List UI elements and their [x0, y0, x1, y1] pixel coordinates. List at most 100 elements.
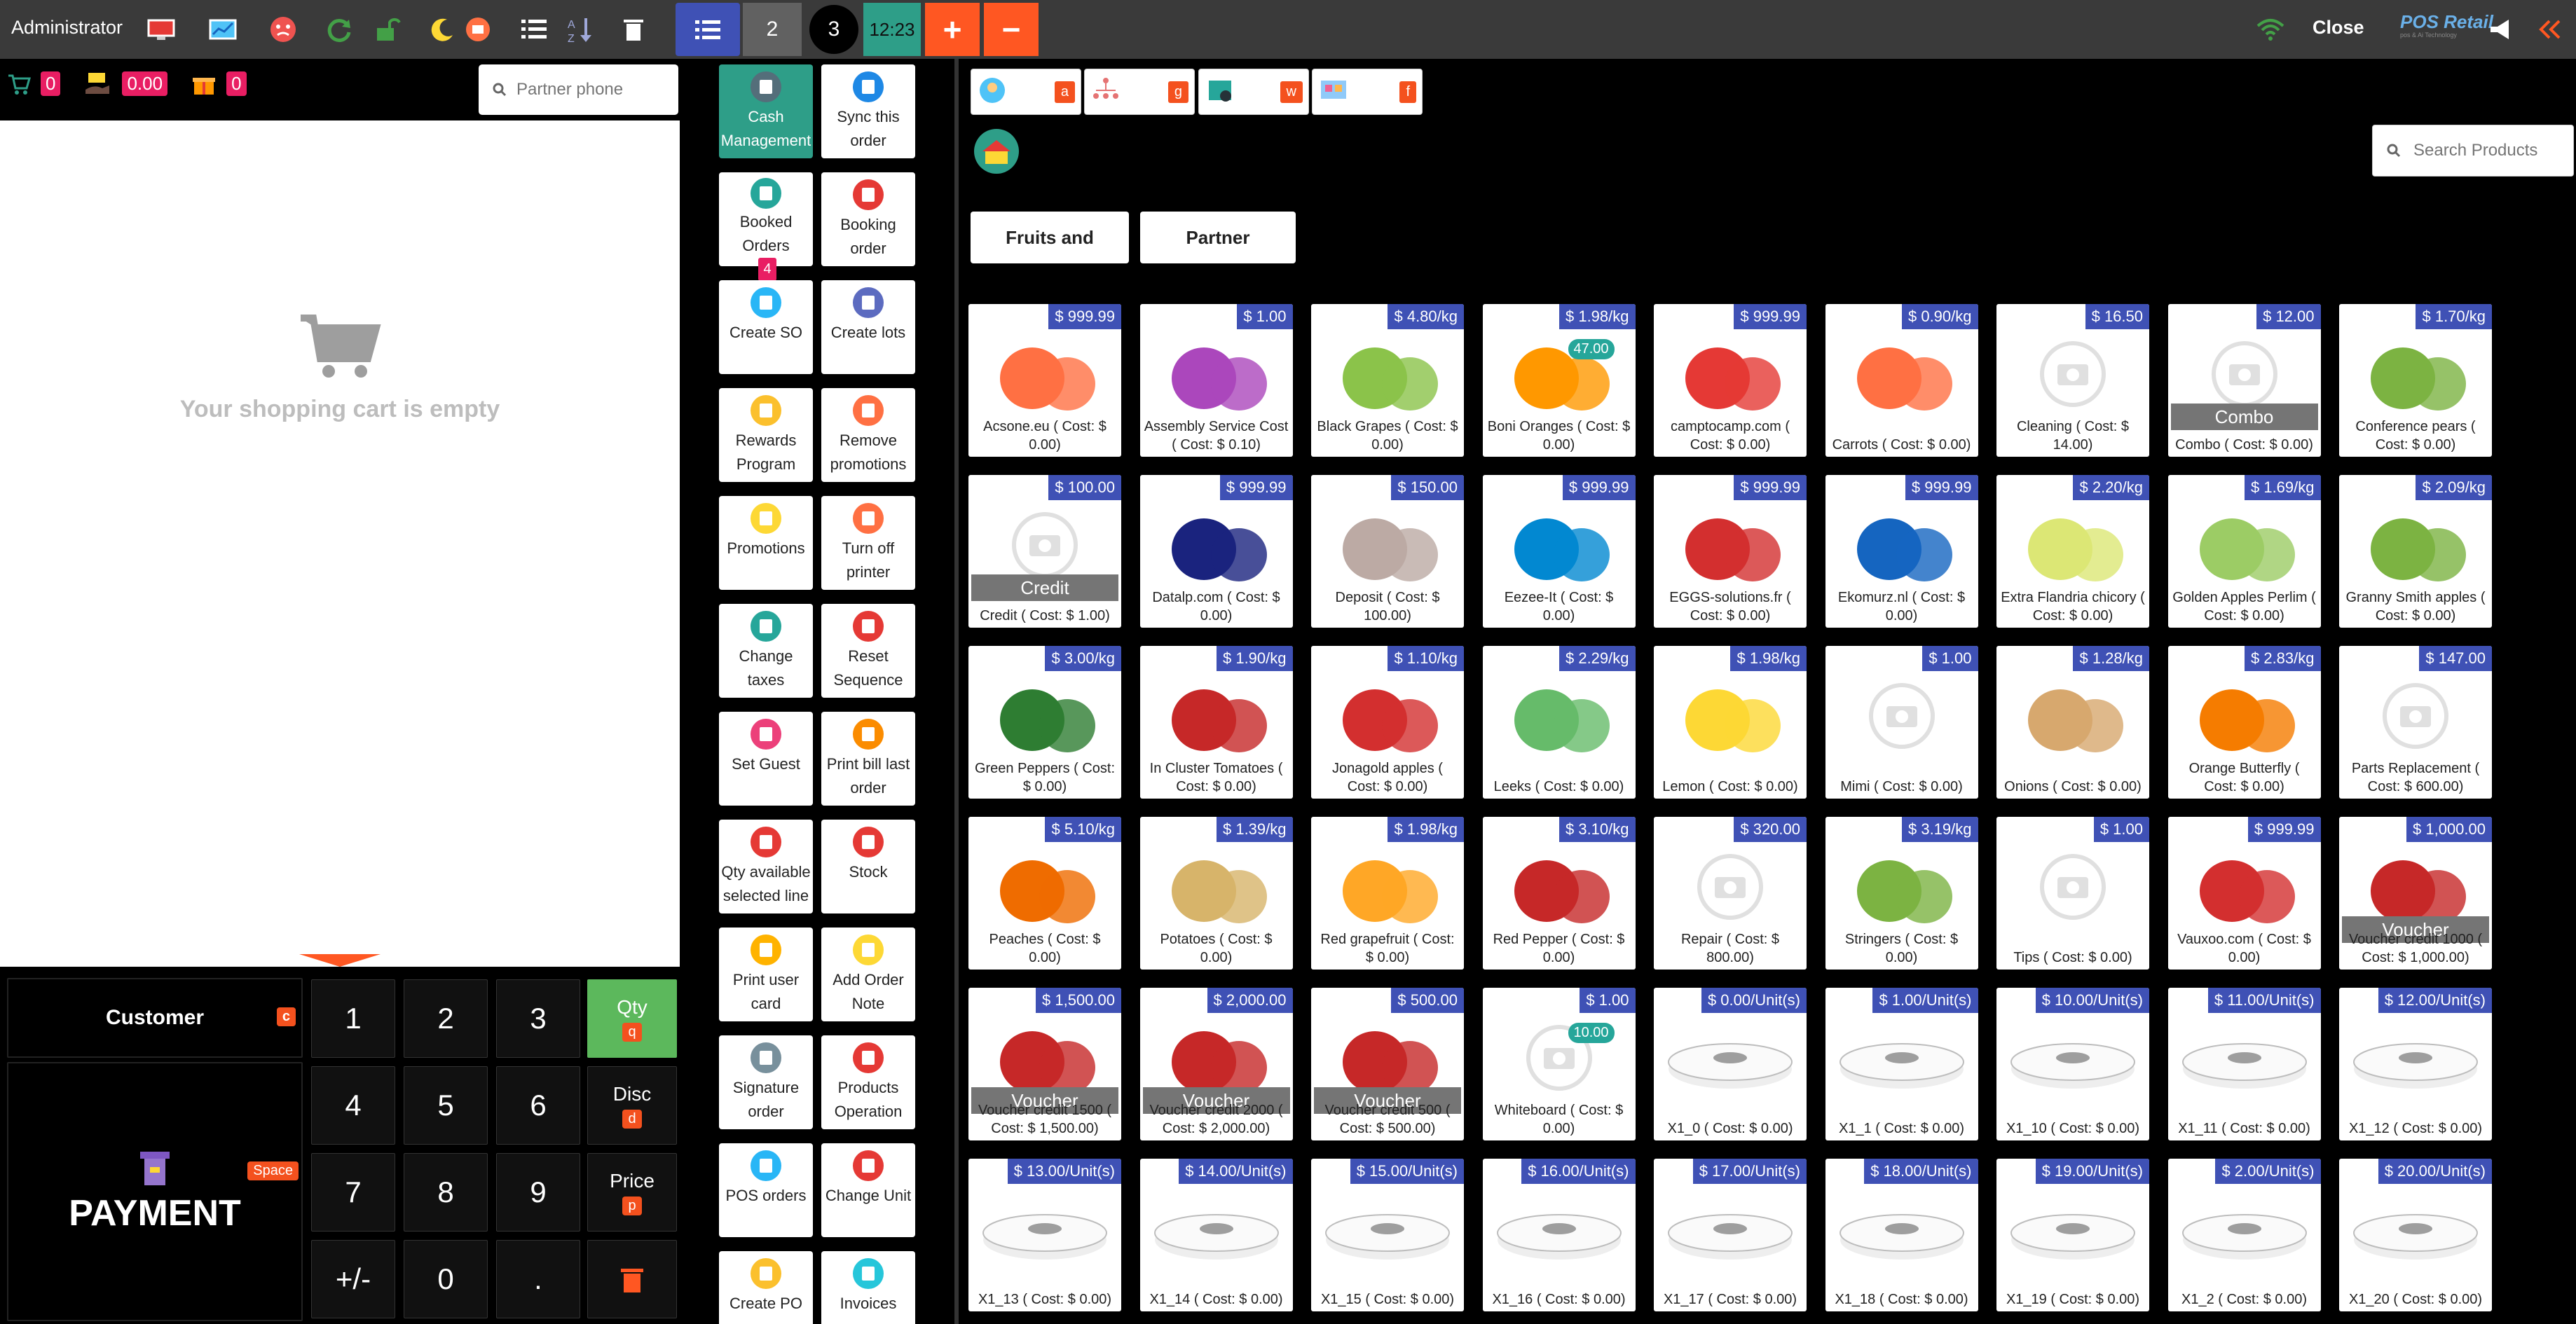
numpad-key-plus-minus[interactable]: +/- [311, 1240, 395, 1318]
add-order-button[interactable]: + [925, 3, 980, 56]
category-partner[interactable]: Partner [1140, 212, 1296, 263]
create-so-button[interactable]: Create SO [719, 280, 813, 374]
product-card[interactable]: $ 16.50 Cleaning ( Cost: $ 14.00) [1996, 304, 2149, 457]
collapse-cart-handle[interactable] [299, 954, 381, 967]
product-card[interactable]: $ 1,000.00 Voucher Voucher credit 1000 ( C… [2339, 817, 2492, 970]
product-card[interactable]: $ 3.00/kg Green Peppers ( Cost: $ 0.00) [968, 646, 1121, 799]
product-card[interactable]: $ 5.10/kg Peaches ( Cost: $ 0.00) [968, 817, 1121, 970]
product-card[interactable]: $ 999.99 Eezee-It ( Cost: $ 0.00) [1482, 475, 1636, 628]
numpad-key-1[interactable]: 1 [311, 979, 395, 1058]
product-card[interactable]: $ 1.00 Mimi ( Cost: $ 0.00) [1825, 646, 1978, 799]
face-icon[interactable] [268, 14, 299, 45]
product-card[interactable]: $ 1.90/kg In Cluster Tomatoes ( Cost: $ 0… [1139, 646, 1293, 799]
product-card[interactable]: $ 1,500.00 Voucher Voucher credit 1500 ( C… [968, 988, 1121, 1140]
product-card[interactable]: $ 999.99 camptocamp.com ( Cost: $ 0.00) [1654, 304, 1807, 457]
sync-this-order-button[interactable]: Sync this order [821, 64, 915, 158]
product-card[interactable]: $ 20.00/Unit(s) X1_20 ( Cost: $ 0.00) [2339, 1159, 2492, 1311]
product-card[interactable]: $ 999.99 Vauxoo.com ( Cost: $ 0.00) [2167, 817, 2321, 970]
disc-mode-button[interactable]: Disc d [587, 1066, 677, 1145]
trash-icon[interactable] [618, 14, 649, 45]
price-mode-button[interactable]: Price p [587, 1153, 677, 1232]
turn-off-printer-button[interactable]: Turn off printer [821, 496, 915, 590]
product-card[interactable]: $ 1.00 Tips ( Cost: $ 0.00) [1996, 817, 2149, 970]
category-tab-w[interactable]: w [1198, 69, 1309, 115]
create-lots-button[interactable]: Create lots [821, 280, 915, 374]
product-card[interactable]: $ 13.00/Unit(s) X1_13 ( Cost: $ 0.00) [968, 1159, 1121, 1311]
printer-icon[interactable] [463, 14, 493, 45]
reset-sequence-button[interactable]: Reset Sequence [821, 604, 915, 698]
numpad-key-7[interactable]: 7 [311, 1153, 395, 1232]
product-card[interactable]: $ 1.39/kg Potatoes ( Cost: $ 0.00) [1139, 817, 1293, 970]
product-card[interactable]: $ 999.99 EGGS-solutions.fr ( Cost: $ 0.00… [1654, 475, 1807, 628]
change-unit-button[interactable]: Change Unit [821, 1143, 915, 1237]
chart-icon[interactable] [207, 14, 238, 45]
numpad-key-dot[interactable]: . [496, 1240, 580, 1318]
product-card[interactable]: $ 1.10/kg Jonagold apples ( Cost: $ 0.00) [1311, 646, 1464, 799]
qty-mode-button[interactable]: Qty q [587, 979, 677, 1058]
product-card[interactable]: $ 1.00 10.00 Whiteboard ( Cost: $ 0.00) [1482, 988, 1636, 1140]
print-user-card-button[interactable]: Print user card [719, 928, 813, 1021]
category-tab-a[interactable]: a [971, 69, 1081, 115]
numpad-key-8[interactable]: 8 [404, 1153, 488, 1232]
numpad-key-5[interactable]: 5 [404, 1066, 488, 1145]
product-card[interactable]: $ 150.00 Deposit ( Cost: $ 100.00) [1311, 475, 1464, 628]
customer-button[interactable]: Customer c [7, 978, 303, 1058]
product-card[interactable]: $ 15.00/Unit(s) X1_15 ( Cost: $ 0.00) [1311, 1159, 1464, 1311]
product-card[interactable]: $ 18.00/Unit(s) X1_18 ( Cost: $ 0.00) [1825, 1159, 1978, 1311]
category-tab-g[interactable]: g [1084, 69, 1195, 115]
booked-orders-button[interactable]: Booked Orders 4 [719, 172, 813, 282]
product-card[interactable]: $ 1.70/kg Conference pears ( Cost: $ 0.00… [2339, 304, 2492, 457]
order-tab-3[interactable]: 3 [804, 3, 863, 56]
product-card[interactable]: $ 12.00 Combo Combo ( Cost: $ 0.00) [2167, 304, 2321, 457]
numpad-delete-button[interactable] [587, 1240, 677, 1318]
product-card[interactable]: $ 2.20/kg Extra Flandria chicory ( Cost: … [1996, 475, 2149, 628]
order-tab-2[interactable]: 2 [743, 3, 802, 56]
product-card[interactable]: $ 147.00 Parts Replacement ( Cost: $ 600.… [2339, 646, 2492, 799]
partner-phone-input[interactable] [516, 80, 671, 99]
monitor-icon[interactable] [146, 14, 177, 45]
refresh-icon[interactable] [324, 14, 355, 45]
order-list-button[interactable] [676, 3, 740, 56]
qty-available-selected-line-button[interactable]: Qty available selected line [719, 820, 813, 913]
partner-search[interactable] [479, 64, 678, 115]
cash-management-button[interactable]: Cash Management [719, 64, 813, 158]
change-taxes-button[interactable]: Change taxes [719, 604, 813, 698]
category-fruits[interactable]: Fruits and [971, 212, 1129, 263]
product-card[interactable]: $ 17.00/Unit(s) X1_17 ( Cost: $ 0.00) [1654, 1159, 1807, 1311]
create-po-button[interactable]: Create PO [719, 1251, 813, 1324]
order-time[interactable]: 12:23 [863, 3, 921, 56]
invoices-button[interactable]: Invoices [821, 1251, 915, 1324]
product-card[interactable]: $ 3.10/kg Red Pepper ( Cost: $ 0.00) [1482, 817, 1636, 970]
stock-button[interactable]: Stock [821, 820, 915, 913]
product-search-input[interactable] [2413, 141, 2568, 160]
set-guest-button[interactable]: Set Guest [719, 712, 813, 806]
category-tab-f[interactable]: f [1312, 69, 1423, 115]
product-card[interactable]: $ 500.00 Voucher Voucher credit 500 ( Cost… [1311, 988, 1464, 1140]
product-card[interactable]: $ 19.00/Unit(s) X1_19 ( Cost: $ 0.00) [1996, 1159, 2149, 1311]
print-bill-last-order-button[interactable]: Print bill last order [821, 712, 915, 806]
product-card[interactable]: $ 2,000.00 Voucher Voucher credit 2000 ( C… [1139, 988, 1293, 1140]
user-name[interactable]: Administrator [11, 17, 123, 38]
product-card[interactable]: $ 11.00/Unit(s) X1_11 ( Cost: $ 0.00) [2167, 988, 2321, 1140]
product-card[interactable]: $ 999.99 Datalp.com ( Cost: $ 0.00) [1139, 475, 1293, 628]
list-icon[interactable] [519, 14, 549, 45]
numpad-key-4[interactable]: 4 [311, 1066, 395, 1145]
double-chevron-left-icon[interactable] [2534, 14, 2565, 45]
product-card[interactable]: $ 1.98/kg 47.00 Boni Oranges ( Cost: $ 0.0… [1482, 304, 1636, 457]
product-card[interactable]: $ 2.83/kg Orange Butterfly ( Cost: $ 0.00… [2167, 646, 2321, 799]
numpad-key-9[interactable]: 9 [496, 1153, 580, 1232]
product-card[interactable]: $ 1.28/kg Onions ( Cost: $ 0.00) [1996, 646, 2149, 799]
home-category-icon[interactable] [973, 127, 1020, 179]
unlock-icon[interactable] [371, 14, 402, 45]
product-card[interactable]: $ 3.19/kg Stringers ( Cost: $ 0.00) [1825, 817, 1978, 970]
product-card[interactable]: $ 1.00 Assembly Service Cost ( Cost: $ 0.… [1139, 304, 1293, 457]
product-card[interactable]: $ 10.00/Unit(s) X1_10 ( Cost: $ 0.00) [1996, 988, 2149, 1140]
product-card[interactable]: $ 0.90/kg Carrots ( Cost: $ 0.00) [1825, 304, 1978, 457]
product-card[interactable]: $ 0.00/Unit(s) X1_0 ( Cost: $ 0.00) [1654, 988, 1807, 1140]
product-card[interactable]: $ 1.69/kg Golden Apples Perlim ( Cost: $ … [2167, 475, 2321, 628]
product-card[interactable]: $ 2.29/kg Leeks ( Cost: $ 0.00) [1482, 646, 1636, 799]
numpad-key-2[interactable]: 2 [404, 979, 488, 1058]
product-card[interactable]: $ 999.99 Ekomurz.nl ( Cost: $ 0.00) [1825, 475, 1978, 628]
product-search[interactable] [2372, 125, 2574, 177]
